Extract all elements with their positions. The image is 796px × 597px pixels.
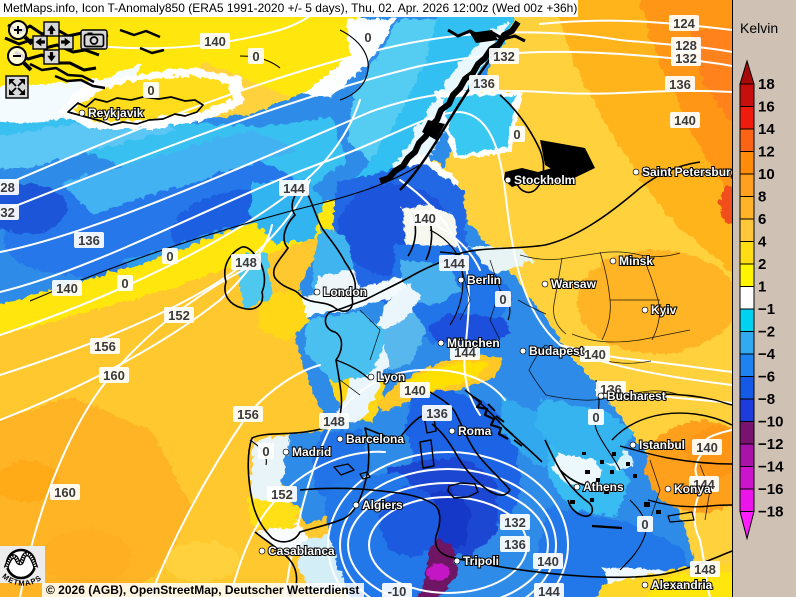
svg-text:18: 18 [758, 76, 775, 93]
svg-text:Berlin: Berlin [467, 273, 501, 287]
svg-text:0: 0 [641, 517, 648, 532]
svg-text:Alexandria: Alexandria [651, 578, 713, 592]
svg-text:136: 136 [600, 382, 622, 397]
svg-text:140: 140 [537, 554, 559, 569]
svg-text:128: 128 [675, 38, 697, 53]
svg-text:0: 0 [262, 444, 269, 459]
svg-text:14: 14 [758, 121, 775, 138]
svg-text:148: 148 [694, 562, 716, 577]
svg-text:Reykjavik: Reykjavik [88, 106, 144, 120]
svg-text:144: 144 [454, 345, 476, 360]
svg-text:156: 156 [237, 407, 259, 422]
svg-text:Istanbul: Istanbul [639, 438, 685, 452]
svg-text:−8: −8 [758, 391, 775, 408]
svg-text:124: 124 [673, 16, 695, 31]
svg-text:156: 156 [94, 339, 116, 354]
svg-text:Roma: Roma [458, 424, 492, 438]
svg-text:Algiers: Algiers [362, 498, 403, 512]
svg-text:0: 0 [513, 127, 520, 142]
svg-text:144: 144 [443, 256, 465, 271]
svg-text:140: 140 [414, 211, 436, 226]
svg-text:144: 144 [538, 584, 560, 597]
svg-text:London: London [323, 285, 367, 299]
svg-text:0: 0 [364, 30, 371, 45]
svg-text:140: 140 [674, 113, 696, 128]
svg-text:Athens: Athens [583, 480, 624, 494]
svg-text:−6: −6 [758, 369, 775, 386]
svg-text:144: 144 [283, 181, 305, 196]
svg-text:132: 132 [504, 515, 526, 530]
svg-text:10: 10 [758, 166, 775, 183]
svg-text:136: 136 [426, 406, 448, 421]
svg-text:Bucharest: Bucharest [607, 389, 666, 403]
svg-text:−16: −16 [758, 481, 783, 498]
svg-text:Casablanca: Casablanca [268, 544, 335, 558]
svg-text:144: 144 [693, 477, 715, 492]
svg-text:1: 1 [758, 279, 766, 296]
svg-text:Saint Petersburg: Saint Petersburg [642, 165, 732, 179]
svg-text:140: 140 [56, 281, 78, 296]
svg-text:Stockholm: Stockholm [514, 173, 575, 187]
svg-text:Minsk: Minsk [619, 254, 653, 268]
svg-text:132: 132 [493, 49, 515, 64]
svg-text:140: 140 [584, 347, 606, 362]
svg-text:152: 152 [168, 308, 190, 323]
svg-text:128: 128 [0, 180, 15, 195]
svg-text:Warsaw: Warsaw [551, 277, 597, 291]
svg-text:0: 0 [592, 410, 599, 425]
svg-text:152: 152 [271, 487, 293, 502]
svg-text:4: 4 [758, 234, 767, 251]
svg-text:160: 160 [103, 368, 125, 383]
svg-text:0: 0 [147, 83, 154, 98]
svg-text:0: 0 [252, 49, 259, 64]
svg-text:136: 136 [504, 537, 526, 552]
svg-text:Madrid: Madrid [292, 445, 331, 459]
svg-text:−18: −18 [758, 504, 783, 521]
svg-text:12: 12 [758, 144, 775, 161]
svg-text:136: 136 [669, 77, 691, 92]
svg-text:−12: −12 [758, 436, 783, 453]
svg-text:Barcelona: Barcelona [346, 432, 404, 446]
svg-text:−10: −10 [758, 414, 783, 431]
svg-text:2: 2 [758, 256, 766, 273]
svg-text:-10: -10 [388, 584, 407, 597]
svg-text:−1: −1 [758, 301, 775, 318]
svg-text:München: München [447, 336, 500, 350]
svg-text:Tripoli: Tripoli [463, 554, 499, 568]
svg-text:148: 148 [235, 255, 257, 270]
svg-text:−4: −4 [758, 346, 776, 363]
svg-text:Lyon: Lyon [377, 370, 405, 384]
svg-text:Konya: Konya [674, 482, 711, 496]
svg-text:0: 0 [121, 276, 128, 291]
svg-text:−14: −14 [758, 459, 784, 476]
svg-text:6: 6 [758, 211, 766, 228]
svg-text:148: 148 [323, 414, 345, 429]
svg-text:140: 140 [696, 440, 718, 455]
svg-text:0: 0 [166, 249, 173, 264]
svg-text:Budapest: Budapest [529, 344, 584, 358]
svg-text:136: 136 [473, 76, 495, 91]
svg-text:160: 160 [54, 485, 76, 500]
svg-text:132: 132 [0, 205, 15, 220]
svg-text:136: 136 [78, 233, 100, 248]
svg-text:140: 140 [204, 34, 226, 49]
svg-text:140: 140 [404, 383, 426, 398]
svg-text:8: 8 [758, 189, 766, 206]
svg-text:Kyiv: Kyiv [651, 303, 677, 317]
svg-text:−2: −2 [758, 324, 775, 341]
svg-text:0: 0 [499, 292, 506, 307]
svg-text:132: 132 [675, 51, 697, 66]
svg-text:16: 16 [758, 99, 775, 116]
